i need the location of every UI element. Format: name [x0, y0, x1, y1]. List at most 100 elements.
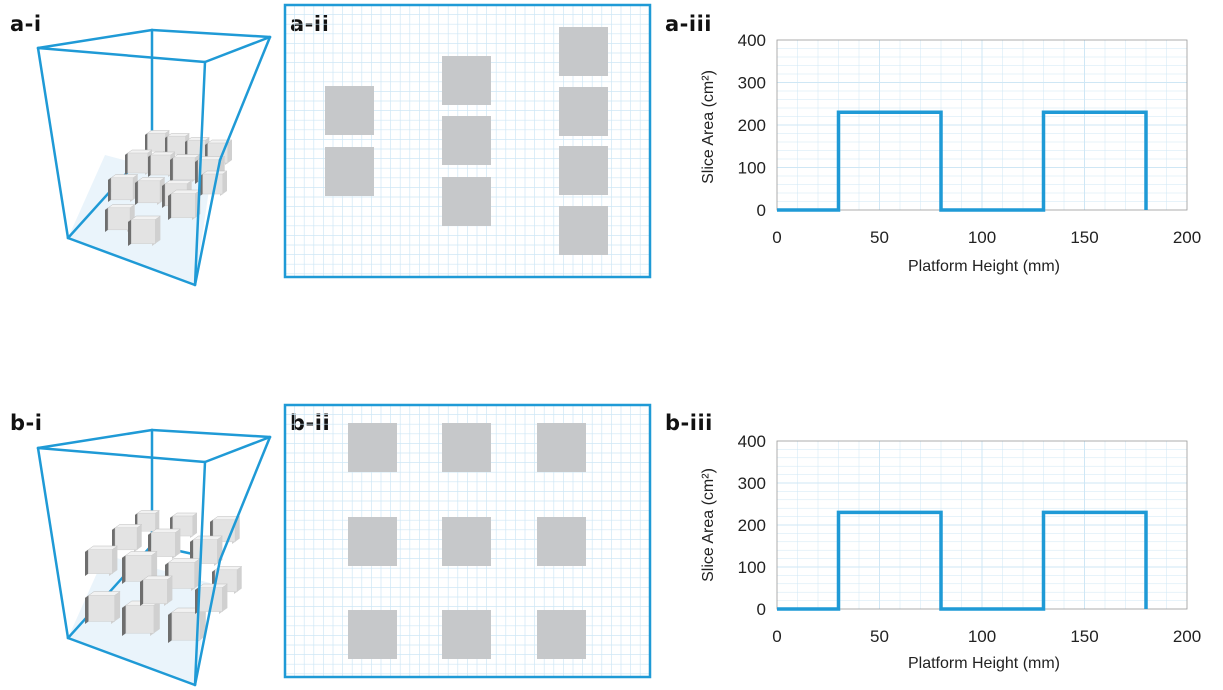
frame-edge — [66, 636, 197, 687]
x-axis-label: Platform Height (mm) — [908, 258, 1060, 275]
frame-edge — [36, 28, 154, 50]
part-footprint — [537, 423, 586, 472]
cube-front-face — [88, 549, 113, 574]
cube-side-face — [145, 133, 148, 153]
part-cube — [147, 151, 176, 177]
x-tick-label: 200 — [1173, 627, 1201, 646]
panel-label-b-iii: b-iii — [665, 411, 713, 435]
cube-front-face — [171, 193, 196, 218]
cube-front-face — [137, 180, 161, 204]
cube-front-face — [150, 154, 172, 176]
cube-side-face — [168, 193, 172, 220]
x-tick-label: 150 — [1070, 627, 1098, 646]
build-volume-3d-view-b — [36, 428, 272, 687]
part-footprint — [442, 116, 491, 165]
slice-area-series — [777, 510, 1148, 611]
cube-side-face — [85, 595, 89, 624]
build-area-border — [283, 403, 652, 679]
cube-side-face — [168, 612, 172, 643]
grid — [777, 441, 1187, 609]
y-axis-label: Slice Area (cm²) — [700, 468, 717, 582]
cube-side-face — [85, 549, 89, 576]
cube-front-face — [131, 219, 156, 244]
slice-area-series — [777, 110, 1148, 212]
frame-edge — [150, 428, 272, 439]
cube-front-face — [172, 157, 196, 181]
part-footprint — [325, 147, 374, 196]
part-cube — [134, 177, 166, 205]
cube-front-face — [171, 611, 201, 641]
part-footprint — [559, 87, 608, 136]
cube-front-face — [114, 527, 138, 551]
build-area-border — [283, 3, 652, 279]
part-footprint — [442, 423, 491, 472]
x-tick-label: 150 — [1070, 228, 1098, 247]
part-cube — [84, 591, 121, 624]
y-tick-label: 300 — [738, 474, 766, 493]
cube-front-face — [125, 604, 155, 634]
frame-edge — [193, 158, 222, 287]
part-footprint — [559, 27, 608, 76]
cube-front-face — [147, 132, 166, 152]
part-cube — [194, 583, 229, 614]
cube-side-face — [140, 579, 144, 606]
frame-edge — [218, 35, 272, 162]
y-tick-label: 0 — [757, 201, 766, 220]
cube-side-face — [128, 219, 132, 246]
top-view-layout-b — [283, 403, 652, 679]
panel-label-b-i: b-i — [10, 411, 43, 435]
frame-edge — [193, 60, 207, 287]
x-tick-label: 200 — [1173, 228, 1201, 247]
part-footprint — [537, 610, 586, 659]
x-tick-label: 50 — [870, 627, 889, 646]
part-cube — [167, 189, 202, 220]
frame-edge — [36, 446, 207, 464]
cube-side-face — [195, 159, 199, 184]
part-cube — [167, 607, 207, 643]
y-tick-label: 400 — [738, 432, 766, 451]
part-cube — [107, 174, 139, 202]
frame-edge — [66, 236, 197, 287]
part-cube — [84, 545, 119, 576]
cube-front-face — [110, 177, 134, 201]
cube-front-face — [88, 595, 115, 622]
frame-edge — [36, 46, 207, 64]
frame-edge — [203, 435, 272, 464]
panel-label-a-i: a-i — [10, 12, 42, 36]
cube-side-face — [135, 180, 139, 205]
cube-side-face — [165, 136, 168, 156]
cube-front-face — [127, 152, 149, 174]
part-footprint — [559, 206, 608, 255]
part-footprint — [537, 517, 586, 566]
frame-edge — [218, 435, 272, 562]
part-footprint — [348, 517, 397, 566]
part-cube — [139, 575, 174, 606]
y-tick-label: 400 — [738, 31, 766, 50]
x-tick-label: 100 — [968, 627, 996, 646]
y-tick-label: 200 — [738, 116, 766, 135]
frame-edge — [36, 446, 70, 640]
slice-area-chart-a: Platform Height (mm) Slice Area (cm²) 0 5… — [700, 31, 1201, 275]
frame-edge — [193, 558, 222, 687]
part-footprint — [559, 146, 608, 195]
frame-edge — [36, 428, 154, 450]
part-cube — [104, 204, 136, 232]
x-tick-label: 0 — [772, 228, 781, 247]
part-footprint — [442, 56, 491, 105]
cube-side-face — [105, 207, 109, 232]
cube-front-face — [167, 135, 186, 155]
cube-front-face — [107, 207, 131, 231]
frame-edge — [36, 46, 70, 240]
cube-front-face — [137, 512, 156, 532]
part-cube — [127, 215, 162, 246]
panel-label-b-ii: b-ii — [290, 411, 331, 435]
y-tick-label: 100 — [738, 558, 766, 577]
panel-label-a-iii: a-iii — [665, 12, 712, 36]
part-cube — [164, 558, 201, 591]
cube-side-face — [122, 605, 126, 636]
cube-side-face — [148, 155, 151, 177]
y-axis-label: Slice Area (cm²) — [700, 70, 717, 184]
cube-side-face — [125, 153, 128, 175]
part-cube — [111, 524, 143, 552]
part-cube — [124, 149, 153, 175]
